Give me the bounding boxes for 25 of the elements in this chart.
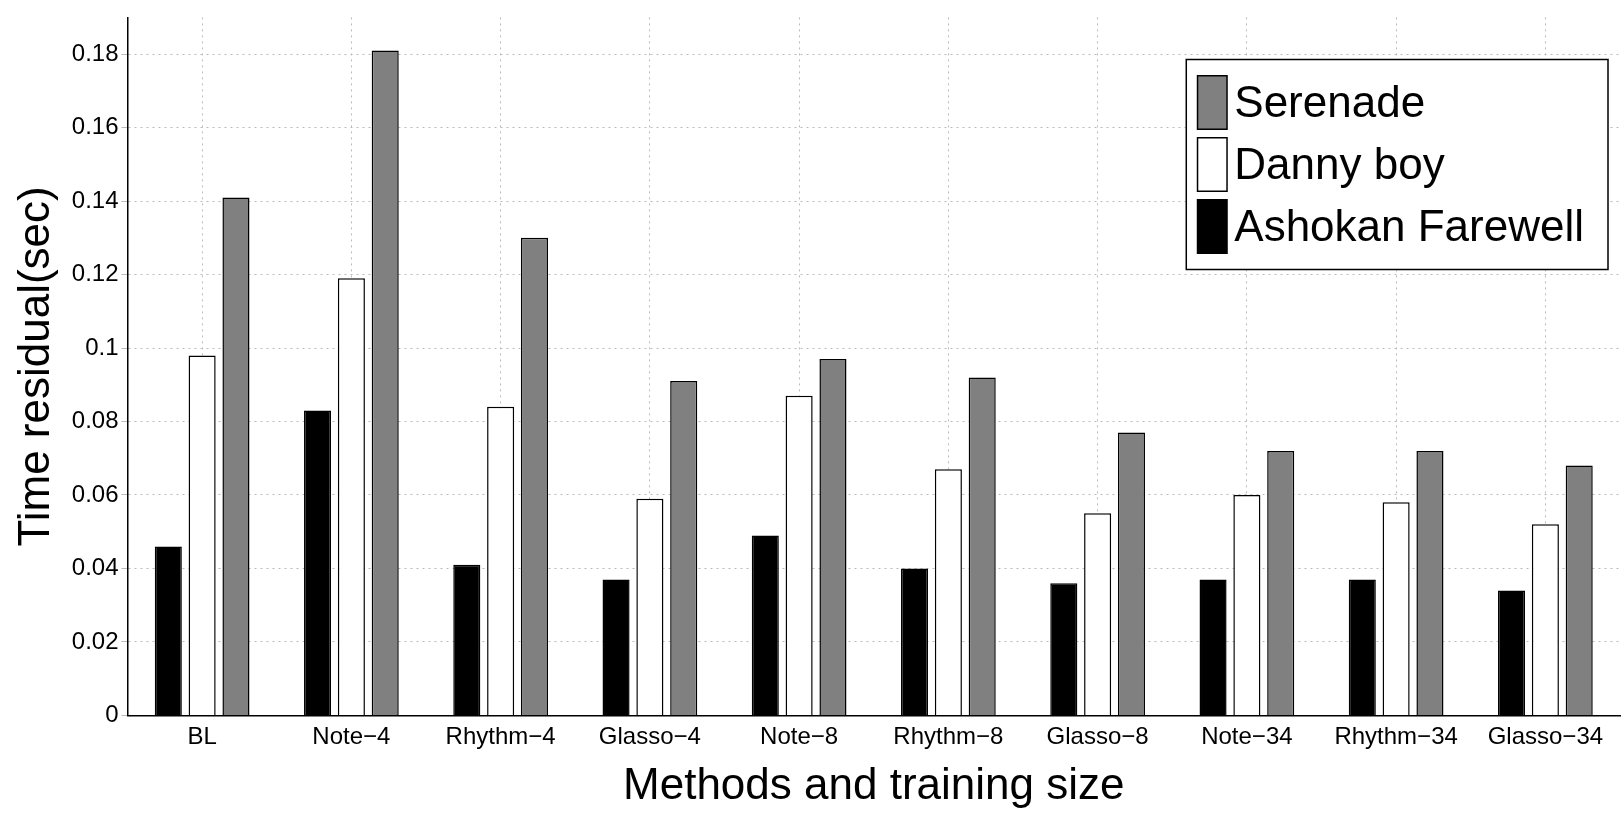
x-tick-label: Note−8 [760,722,839,750]
x-tick-label: Note−4 [312,722,391,750]
x-tick-label: Rhythm−8 [893,722,1004,750]
legend-label: Serenade [1234,76,1426,126]
y-tick-label: 0.18 [71,38,119,66]
y-tick-label: 0.12 [71,259,119,287]
x-tick-label: Rhythm−4 [445,722,556,750]
x-tick-label: Rhythm−34 [1334,722,1458,750]
x-tick-label: Glasso−8 [1046,722,1149,750]
legend-label: Ashokan Farewell [1234,200,1585,250]
y-tick-label: 0.14 [71,185,119,213]
y-tick-label: 0 [105,700,119,728]
y-axis-title: Time residual(sec) [8,186,58,547]
x-tick-label: Glasso−34 [1487,722,1604,750]
y-tick-label: 0.06 [71,479,119,507]
x-tick-label: Note−34 [1201,722,1293,750]
y-tick-label: 0.1 [85,332,119,360]
x-tick-label: BL [187,722,217,750]
x-tick-label: Glasso−4 [598,722,701,750]
y-tick-label: 0.04 [71,553,119,581]
y-tick-label: 0.08 [71,406,119,434]
y-tick-label: 0.16 [71,112,119,140]
x-axis-title: Methods and training size [623,758,1125,808]
y-tick-label: 0.02 [71,626,119,654]
legend-label: Danny boy [1234,138,1445,188]
